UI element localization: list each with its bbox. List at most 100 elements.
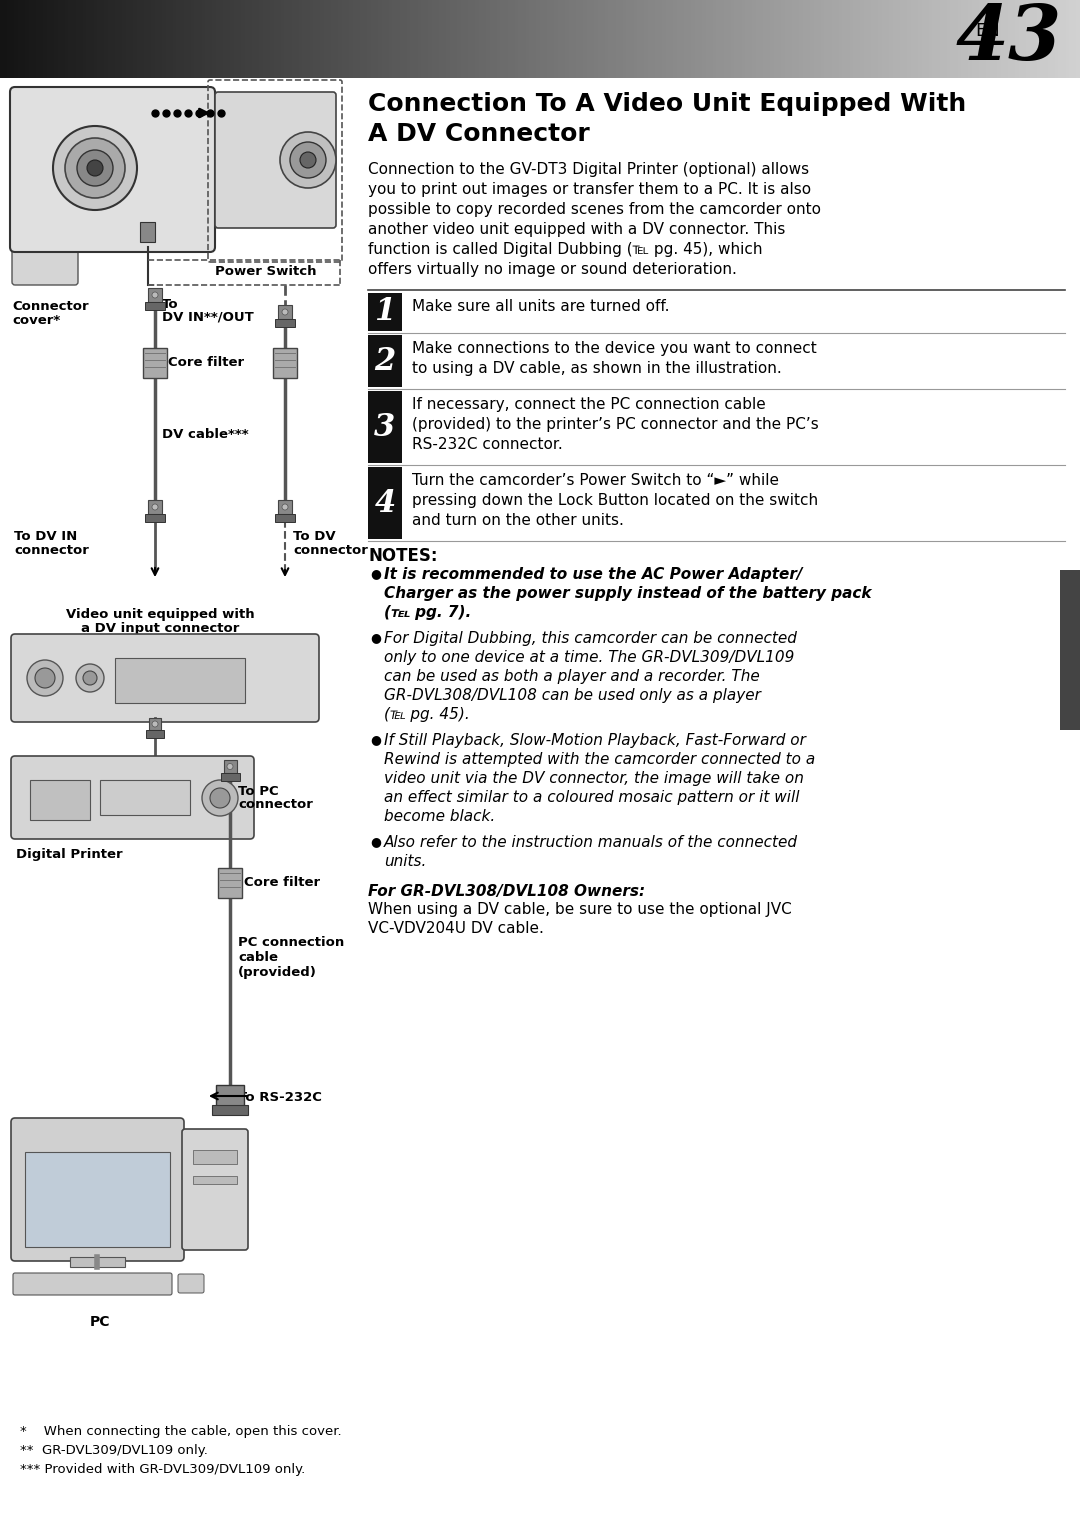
Bar: [648, 0, 652, 78]
Bar: [954, 0, 958, 78]
Bar: [36, 0, 40, 78]
Bar: [302, 0, 307, 78]
Bar: [699, 0, 702, 78]
Bar: [832, 0, 836, 78]
Bar: [518, 0, 523, 78]
Bar: [202, 0, 205, 78]
Bar: [1077, 0, 1080, 78]
Bar: [947, 0, 950, 78]
Bar: [856, 0, 861, 78]
Bar: [368, 293, 402, 331]
FancyBboxPatch shape: [13, 1272, 172, 1295]
Bar: [468, 0, 472, 78]
Bar: [569, 0, 572, 78]
Bar: [140, 0, 145, 78]
Bar: [324, 0, 328, 78]
Bar: [645, 0, 648, 78]
Bar: [745, 0, 750, 78]
Text: function is called Digital Dubbing (℡ pg. 45), which: function is called Digital Dubbing (℡ pg…: [368, 242, 762, 258]
Bar: [1001, 0, 1004, 78]
Bar: [623, 0, 626, 78]
Bar: [281, 0, 285, 78]
Bar: [1059, 570, 1080, 730]
Bar: [500, 0, 504, 78]
Bar: [1066, 0, 1069, 78]
Bar: [634, 0, 637, 78]
Bar: [583, 0, 588, 78]
Text: offers virtually no image or sound deterioration.: offers virtually no image or sound deter…: [368, 262, 737, 277]
Bar: [1062, 0, 1066, 78]
Text: 43: 43: [956, 2, 1062, 77]
Bar: [368, 468, 402, 540]
Bar: [435, 0, 440, 78]
Bar: [958, 0, 961, 78]
Bar: [1044, 0, 1048, 78]
Bar: [198, 0, 202, 78]
Bar: [764, 0, 767, 78]
Bar: [475, 0, 480, 78]
Bar: [126, 0, 130, 78]
Bar: [835, 0, 839, 78]
Bar: [140, 222, 156, 242]
Circle shape: [152, 291, 158, 297]
Bar: [821, 0, 825, 78]
Bar: [306, 0, 310, 78]
Bar: [18, 0, 22, 78]
Bar: [759, 0, 764, 78]
Text: Digital Printer: Digital Printer: [16, 848, 123, 862]
Bar: [882, 0, 886, 78]
Circle shape: [152, 721, 158, 727]
Bar: [154, 0, 159, 78]
Bar: [591, 0, 594, 78]
Bar: [616, 0, 620, 78]
Bar: [278, 500, 292, 514]
Text: ●: ●: [370, 567, 381, 579]
Bar: [586, 0, 591, 78]
Bar: [22, 0, 26, 78]
Bar: [684, 0, 688, 78]
Bar: [342, 0, 346, 78]
Bar: [51, 0, 54, 78]
Bar: [1037, 0, 1041, 78]
Bar: [310, 0, 313, 78]
Bar: [62, 0, 65, 78]
Bar: [818, 0, 821, 78]
Bar: [508, 0, 512, 78]
Bar: [360, 0, 364, 78]
Bar: [224, 0, 227, 78]
Bar: [1026, 0, 1030, 78]
Text: GR-DVL308/DVL108 can be used only as a player: GR-DVL308/DVL108 can be used only as a p…: [384, 688, 761, 704]
Bar: [321, 0, 324, 78]
Bar: [461, 0, 464, 78]
Bar: [400, 0, 404, 78]
Bar: [193, 1150, 237, 1164]
Bar: [176, 0, 180, 78]
Bar: [54, 0, 58, 78]
Bar: [288, 0, 292, 78]
Bar: [180, 0, 184, 78]
Bar: [65, 0, 69, 78]
Bar: [1008, 0, 1012, 78]
Bar: [651, 0, 656, 78]
Bar: [940, 0, 944, 78]
Bar: [454, 0, 458, 78]
Bar: [252, 0, 256, 78]
Bar: [396, 0, 400, 78]
Bar: [526, 0, 529, 78]
Bar: [670, 0, 674, 78]
Bar: [738, 0, 742, 78]
Bar: [861, 0, 864, 78]
Bar: [119, 0, 123, 78]
FancyBboxPatch shape: [10, 87, 215, 251]
Bar: [25, 1151, 170, 1246]
Bar: [926, 0, 929, 78]
Bar: [889, 0, 893, 78]
Bar: [165, 0, 170, 78]
Text: Make connections to the device you want to connect: Make connections to the device you want …: [411, 340, 816, 356]
Bar: [580, 0, 583, 78]
Bar: [346, 0, 350, 78]
Bar: [338, 0, 342, 78]
Bar: [148, 500, 162, 514]
Bar: [562, 0, 566, 78]
Bar: [656, 0, 659, 78]
